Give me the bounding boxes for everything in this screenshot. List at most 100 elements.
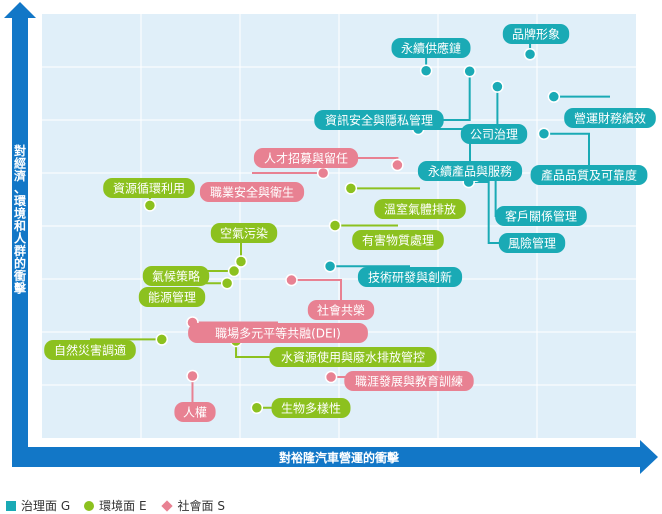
- data-point: [328, 219, 342, 232]
- data-label: 營運財務績效: [574, 111, 646, 126]
- data-label-pill: [174, 402, 216, 422]
- y-axis-title-char: 衝: [13, 268, 26, 283]
- data-label-pill: [460, 124, 528, 144]
- data-point: [143, 199, 157, 212]
- data-label: 氣候策略: [152, 269, 200, 284]
- square-swatch-icon: [6, 500, 16, 511]
- data-label: 職業安全與衛生: [210, 185, 294, 200]
- data-point: [316, 166, 330, 180]
- data-label: 技術研發與創新: [368, 270, 452, 285]
- data-label: 資訊安全與隱私管理: [325, 113, 433, 128]
- legend-label: 社會面 S: [177, 499, 225, 513]
- data-label-pill: [502, 24, 570, 44]
- data-point: [250, 401, 264, 415]
- y-axis-title-char: 環: [14, 194, 27, 208]
- data-point: [285, 273, 298, 287]
- data-label-pill: [357, 267, 463, 287]
- data-point: [220, 276, 234, 290]
- data-label-pill: [142, 266, 210, 286]
- y-axis-title-char: 濟: [14, 168, 26, 183]
- y-axis-title-char: 經: [14, 156, 26, 171]
- data-point: [419, 64, 433, 77]
- data-label: 生物多樣性: [281, 401, 341, 416]
- data-label-pill: [199, 182, 305, 202]
- circle-swatch-icon: [84, 500, 95, 511]
- data-point: [155, 333, 169, 346]
- data-point: [547, 90, 561, 103]
- data-label-pill: [44, 340, 136, 360]
- y-axis-title-char: 群: [13, 243, 26, 258]
- data-label-pill: [210, 223, 278, 243]
- data-label-pill: [253, 148, 359, 168]
- data-label-pill: [269, 347, 437, 367]
- data-label-pill: [391, 38, 471, 58]
- data-label: 社會共榮: [317, 303, 365, 318]
- data-label-pill: [498, 233, 566, 253]
- data-point: [537, 127, 551, 141]
- data-points: [143, 48, 561, 415]
- data-label-pill: [344, 371, 474, 391]
- y-axis-title-char: 人: [14, 231, 27, 246]
- y-axis-title-char: 擊: [14, 281, 27, 296]
- x-axis-arrow: [12, 440, 658, 474]
- legend-label: 治理面 G: [21, 499, 71, 513]
- y-axis-title-char: 境: [14, 206, 26, 221]
- data-point: [186, 369, 199, 383]
- data-label: 職場多元平等共融(DEI): [215, 327, 341, 341]
- data-label: 資源循環利用: [113, 182, 185, 196]
- data-point: [323, 260, 337, 273]
- data-label: 品牌形象: [512, 28, 560, 42]
- data-label: 公司治理: [470, 128, 518, 142]
- y-axis-title-char: 、: [14, 182, 26, 196]
- x-axis-title: 對裕隆汽車營運的衝擊: [279, 450, 400, 465]
- data-label-pill: [307, 300, 375, 320]
- data-label: 能源管理: [148, 290, 196, 305]
- data-point: [523, 48, 537, 61]
- data-point: [324, 370, 338, 384]
- data-label-pill: [417, 161, 523, 181]
- data-label-pill: [374, 199, 466, 219]
- y-axis-arrow: [4, 2, 36, 463]
- data-label: 人權: [183, 406, 207, 420]
- legend: 治理面 G 環境面 E 社會面 S: [6, 497, 225, 514]
- connector-line: [543, 132, 590, 175]
- data-label-pill: [495, 206, 587, 226]
- data-label-pill: [103, 178, 195, 198]
- data-label: 自然災害調適: [54, 343, 126, 358]
- data-label: 水資源使用與廢水排放管控: [281, 350, 425, 365]
- data-label-pill: [271, 398, 351, 418]
- legend-label: 環境面 E: [99, 499, 147, 513]
- data-point: [463, 64, 476, 78]
- data-point: [227, 264, 241, 278]
- data-label-pill: [352, 230, 444, 250]
- data-label: 職涯發展與教育訓練: [355, 374, 463, 389]
- y-axis-title-char: 和: [13, 218, 26, 233]
- data-label: 產品品質及可靠度: [541, 168, 637, 183]
- data-point: [391, 158, 404, 172]
- data-label: 風險管理: [508, 236, 556, 251]
- legend-item-governance: 治理面 G: [6, 497, 70, 514]
- legend-item-environment: 環境面 E: [84, 497, 147, 514]
- data-label: 有害物質處理: [362, 233, 434, 248]
- data-point: [491, 80, 504, 93]
- data-label-pill: [564, 108, 656, 128]
- data-label: 溫室氣體排放: [384, 202, 456, 217]
- data-point: [234, 255, 248, 268]
- data-label: 永續供應鏈: [401, 41, 461, 56]
- diamond-swatch-icon: [160, 499, 173, 512]
- y-axis-title-char: 的: [14, 256, 26, 271]
- data-label: 人才招募與留任: [264, 152, 348, 166]
- data-point: [344, 182, 358, 195]
- y-axis-title-char: 對: [14, 143, 26, 158]
- data-label-pill: [530, 165, 648, 185]
- data-label: 永續產品與服務: [428, 164, 512, 179]
- data-label-pill: [138, 287, 206, 307]
- legend-item-social: 社會面 S: [160, 497, 225, 514]
- data-label-pill: [314, 110, 444, 130]
- data-label-pill: [188, 323, 368, 343]
- data-label: 空氣污染: [220, 226, 268, 241]
- data-label: 客戶關係管理: [505, 209, 577, 224]
